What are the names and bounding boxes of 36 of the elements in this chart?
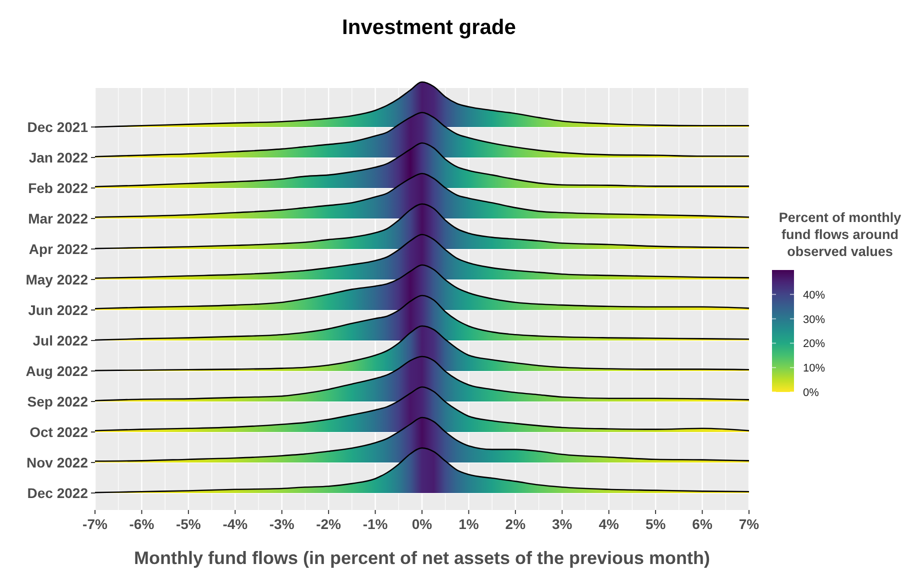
- x-tick-label: -1%: [362, 516, 388, 532]
- color-bar-label: 40%: [803, 289, 826, 302]
- color-bar-label: 0%: [803, 387, 820, 399]
- x-tick-label: -4%: [222, 516, 248, 532]
- x-tick-label: -2%: [316, 516, 342, 532]
- x-tick-label: 2%: [505, 516, 526, 532]
- legend-label: Dec 2022: [27, 485, 88, 501]
- color-bar-label: 20%: [803, 338, 826, 350]
- x-tick-label: -3%: [269, 516, 295, 532]
- x-tick-label: 6%: [692, 516, 713, 532]
- color-bar-label: 10%: [803, 362, 826, 375]
- x-tick-label: 0%: [412, 516, 433, 532]
- legend-label: Apr 2022: [28, 241, 88, 257]
- color-bar-label: 30%: [803, 314, 826, 326]
- legend-label: Mar 2022: [28, 210, 88, 226]
- legend-label: Aug 2022: [26, 363, 88, 379]
- legend-label: Dec 2021: [27, 119, 88, 135]
- chart-title: Investment grade: [342, 16, 516, 39]
- color-bar-title: Percent of monthly fund flows around observed values: [778, 210, 902, 259]
- x-tick-label: -6%: [129, 516, 155, 532]
- legend-label: Jul 2022: [32, 332, 88, 348]
- legend-label: Jan 2022: [28, 150, 88, 166]
- legend-label: Sep 2022: [27, 394, 88, 410]
- legend-label: Nov 2022: [26, 454, 88, 470]
- x-axis-title: Monthly fund flows (in percent of net assets of the previous month): [134, 548, 710, 568]
- x-tick-label: -5%: [176, 516, 202, 532]
- x-tick-label: 5%: [645, 516, 666, 532]
- x-tick-label: 3%: [552, 516, 573, 532]
- legend-label: Oct 2022: [30, 424, 88, 440]
- legend-label: Feb 2022: [28, 180, 88, 196]
- x-tick-label: 7%: [738, 516, 760, 532]
- legend-label: Jun 2022: [28, 302, 88, 318]
- x-tick-label: 4%: [598, 516, 620, 532]
- x-tick-label: 1%: [458, 516, 480, 532]
- x-tick-label: -7%: [82, 516, 108, 532]
- legend-label: May 2022: [26, 272, 88, 288]
